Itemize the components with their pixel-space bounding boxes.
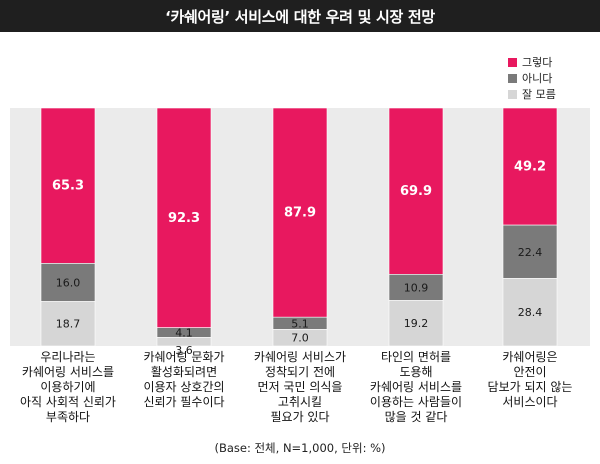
category-label-3: 카쉐어링 서비스가 정착되기 전에 먼저 국민 의식을 고취시킬 필요가 있다 — [253, 350, 347, 424]
bar-segment-4-1 — [388, 107, 444, 275]
data-label-3-2: 5.1 — [291, 317, 309, 330]
data-label-2-2: 4.1 — [175, 327, 193, 340]
bar-segment-3-1 — [272, 107, 328, 318]
bar-segment-5-1 — [502, 107, 558, 226]
bar-segment-5-2 — [502, 224, 558, 279]
legend-swatch-yes — [508, 57, 517, 67]
category-label-5: 카쉐어링은 안전이 담보가 되지 않는 서비스이다 — [487, 350, 573, 409]
bar-segment-1-3 — [40, 301, 96, 347]
footnote: (Base: 전체, N=1,000, 단위: %) — [214, 441, 386, 455]
legend-swatch-unknown — [508, 89, 517, 99]
data-label-5-2: 22.4 — [518, 246, 543, 259]
category-label-4: 타인의 면허를 도용해 카쉐어링 서비스를 이용하는 사람들이 많을 것 같다 — [369, 350, 463, 424]
data-label-3-1: 87.9 — [284, 206, 316, 221]
legend: 그렇다 아니다 잘 모름 — [508, 54, 556, 102]
legend-label-yes: 그렇다 — [522, 56, 553, 69]
category-labels: 우리나라는 카쉐어링 서비스를 이용하기에 아직 사회적 신뢰가 부족하다 카쉐어… — [0, 346, 600, 426]
bar-segment-2-3 — [156, 337, 212, 347]
data-label-3-3: 7.0 — [291, 332, 309, 345]
bar-segment-5-3 — [502, 278, 558, 347]
data-label-5-3: 28.4 — [518, 306, 543, 319]
bar-segment-4-2 — [388, 274, 444, 301]
legend-label-no: 아니다 — [522, 72, 553, 85]
data-label-1-1: 65.3 — [52, 179, 84, 194]
data-label-1-3: 18.7 — [56, 318, 81, 331]
legend-label-unknown: 잘 모름 — [522, 88, 556, 101]
bar-segment-4-3 — [388, 300, 444, 347]
category-label-2: 카쉐어링 문화가 활성화되려면 이용자 상호간의 신뢰가 필수이다 — [143, 350, 225, 409]
bar-segment-3-3 — [272, 329, 328, 347]
data-label-5-1: 49.2 — [514, 160, 546, 175]
category-label-1: 우리나라는 카쉐어링 서비스를 이용하기에 아직 사회적 신뢰가 부족하다 — [20, 350, 116, 424]
data-label-4-1: 69.9 — [400, 184, 432, 199]
legend-item-yes: 그렇다 — [508, 54, 556, 70]
data-label-2-1: 92.3 — [168, 211, 200, 226]
legend-item-unknown: 잘 모름 — [508, 86, 556, 102]
chart-title: ‘카쉐어링’ 서비스에 대한 우려 및 시장 전망 — [0, 0, 600, 32]
legend-swatch-no — [508, 73, 517, 83]
data-label-4-2: 10.9 — [404, 281, 429, 294]
legend-item-no: 아니다 — [508, 70, 556, 86]
data-label-2-3: 3.6 — [175, 344, 193, 357]
bar-segment-1-1 — [40, 107, 96, 264]
bar-segment-1-2 — [40, 263, 96, 302]
bar-segment-2-1 — [156, 107, 212, 328]
data-label-4-3: 19.2 — [404, 317, 429, 330]
data-label-1-2: 16.0 — [56, 276, 81, 289]
